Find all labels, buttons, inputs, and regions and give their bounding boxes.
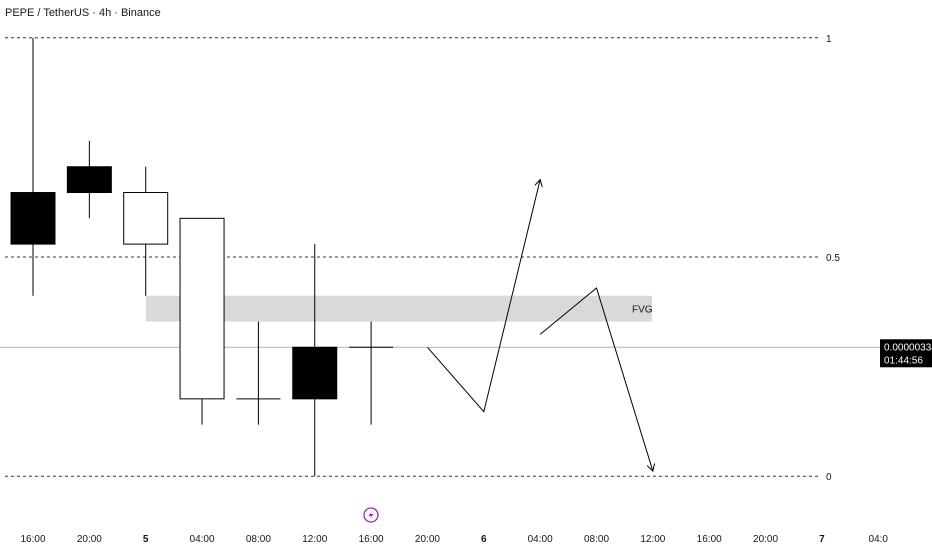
fib-level-label: 0	[826, 472, 832, 483]
time-axis-label: 5	[143, 534, 149, 545]
candle-body	[123, 192, 169, 245]
fib-level-label: 0.5	[826, 253, 840, 264]
projection-arrow-path[interactable]	[427, 180, 540, 413]
lightning-glyph	[368, 510, 374, 520]
time-axis-label: 04:00	[528, 534, 553, 545]
time-axis-label: 7	[819, 534, 825, 545]
time-axis-label: 12:00	[640, 534, 665, 545]
current-price-value: 0.00000334	[884, 342, 932, 353]
time-axis-label: 16:00	[20, 534, 45, 545]
fvg-zone[interactable]	[146, 295, 652, 322]
time-axis-label: 04:0	[869, 534, 889, 545]
time-axis-label: 08:00	[246, 534, 271, 545]
time-axis-label: 16:00	[359, 534, 384, 545]
time-axis-label: 20:00	[753, 534, 778, 545]
time-axis-label: 16:00	[697, 534, 722, 545]
candle-body	[66, 166, 112, 194]
symbol-title: PEPE / TetherUS · 4h · Binance	[5, 7, 161, 19]
bar-countdown: 01:44:56	[884, 355, 923, 366]
time-axis-label: 04:00	[190, 534, 215, 545]
candle-body	[179, 217, 225, 400]
fib-level-label: 1	[826, 34, 832, 45]
time-axis-label: 12:00	[302, 534, 327, 545]
current-price-badge	[880, 339, 932, 368]
fvg-label: FVG	[632, 305, 653, 316]
time-axis-label: 20:00	[415, 534, 440, 545]
candle-body	[292, 346, 338, 400]
time-axis-label: 20:00	[77, 534, 102, 545]
candle-body	[10, 192, 56, 245]
time-axis-label: 08:00	[584, 534, 609, 545]
time-axis-label: 6	[481, 534, 487, 545]
projection-arrow-path[interactable]	[539, 287, 653, 471]
